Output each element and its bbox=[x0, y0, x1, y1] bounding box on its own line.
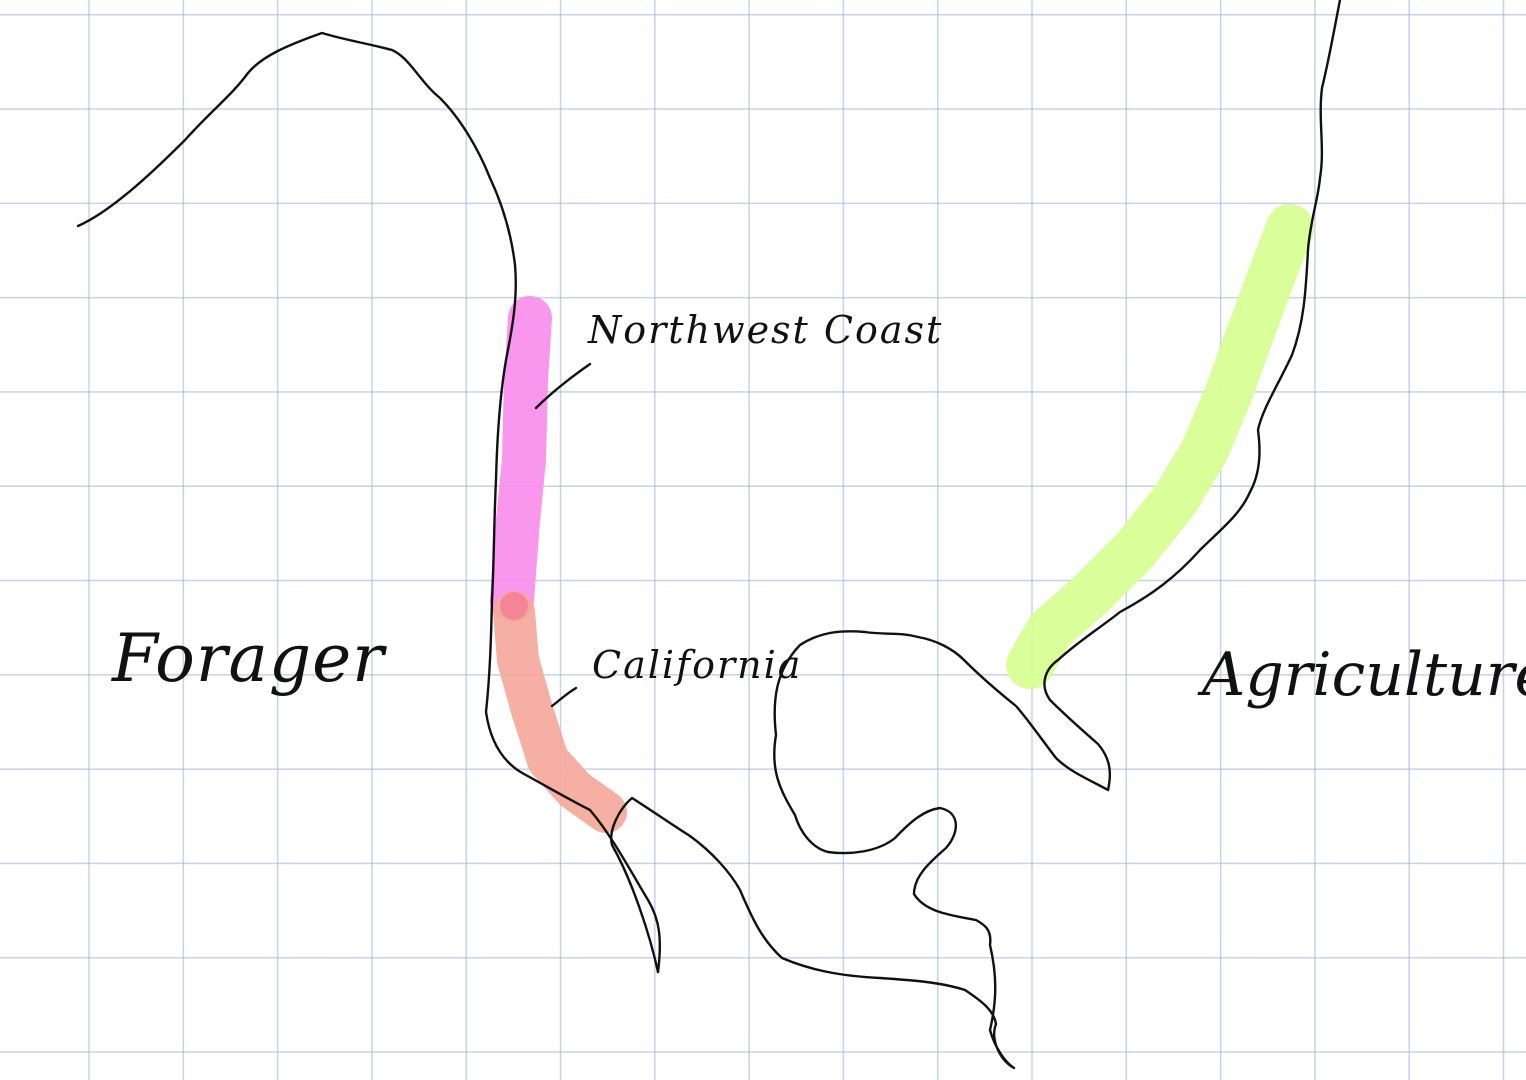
eastern-coastline bbox=[1043, 0, 1342, 792]
baja-peninsula-outline bbox=[610, 630, 1110, 1070]
northwest-coast-highlight bbox=[490, 296, 552, 622]
western-coastline bbox=[76, 31, 662, 974]
northwest-coast-leader bbox=[534, 362, 592, 410]
california-label: California bbox=[592, 643, 803, 687]
california-highlight bbox=[493, 591, 627, 833]
northwest-coast-label: Northwest Coast bbox=[588, 308, 944, 352]
agriculture-highlight bbox=[1006, 204, 1314, 689]
northwest-california-overlap bbox=[500, 592, 528, 620]
agriculture-label: Agriculture bbox=[1202, 640, 1526, 710]
forager-label: Forager bbox=[112, 620, 385, 697]
california-leader bbox=[550, 686, 578, 708]
